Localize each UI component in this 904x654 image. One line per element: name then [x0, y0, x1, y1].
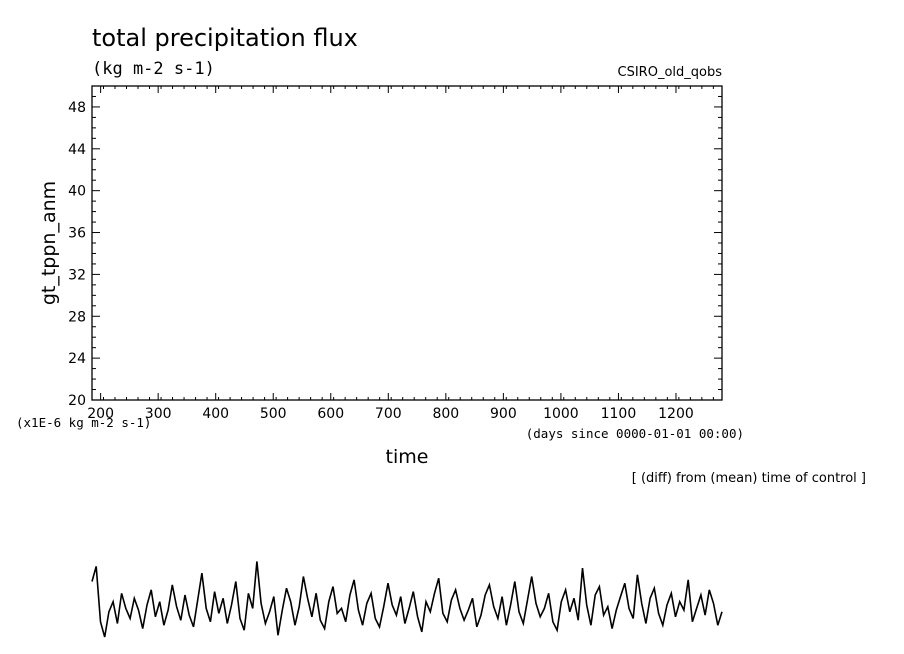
x-tick-label: 600: [317, 406, 344, 422]
y-scale-note: (x1E-6 kg m-2 s-1): [16, 415, 151, 430]
y-axis-label: gt_tppn_anm: [38, 181, 60, 305]
x-tick-label: 500: [260, 406, 287, 422]
x-tick-label: 200: [87, 406, 114, 422]
y-tick-label: 28: [68, 309, 86, 325]
x-tick-label: 800: [432, 406, 459, 422]
diff-footnote: [ (diff) from (mean) time of control ]: [632, 471, 866, 486]
x-tick-label: 400: [202, 406, 229, 422]
y-tick-label: 20: [68, 393, 86, 409]
plot-frame: [91, 85, 723, 401]
y-tick-label: 44: [68, 142, 86, 158]
y-tick-label: 32: [68, 267, 86, 283]
chart-units: (kg m-2 s-1): [92, 59, 215, 79]
y-tick-label: 24: [68, 351, 86, 367]
x-tick-label: 300: [145, 406, 172, 422]
series-line: [91, 561, 723, 638]
x-tick-label: 1000: [543, 406, 579, 422]
axis-ticks: 200 300 400 500 600 700 800 900 1000 1100 1200 20 24…: [68, 86, 722, 422]
x-tick-label: 1100: [601, 406, 637, 422]
y-tick-label: 36: [68, 226, 86, 242]
y-tick-label: 48: [68, 100, 86, 116]
y-tick-label: 40: [68, 184, 86, 200]
x-tick-label: 1200: [658, 406, 694, 422]
chart-title: total precipitation flux: [92, 24, 358, 52]
x-axis-units: (days since 0000-01-01 00:00): [526, 426, 744, 441]
x-axis-label: time: [386, 446, 429, 468]
x-tick-label: 700: [375, 406, 402, 422]
experiment-label: CSIRO_old_qobs: [618, 65, 723, 80]
x-tick-label: 900: [490, 406, 517, 422]
